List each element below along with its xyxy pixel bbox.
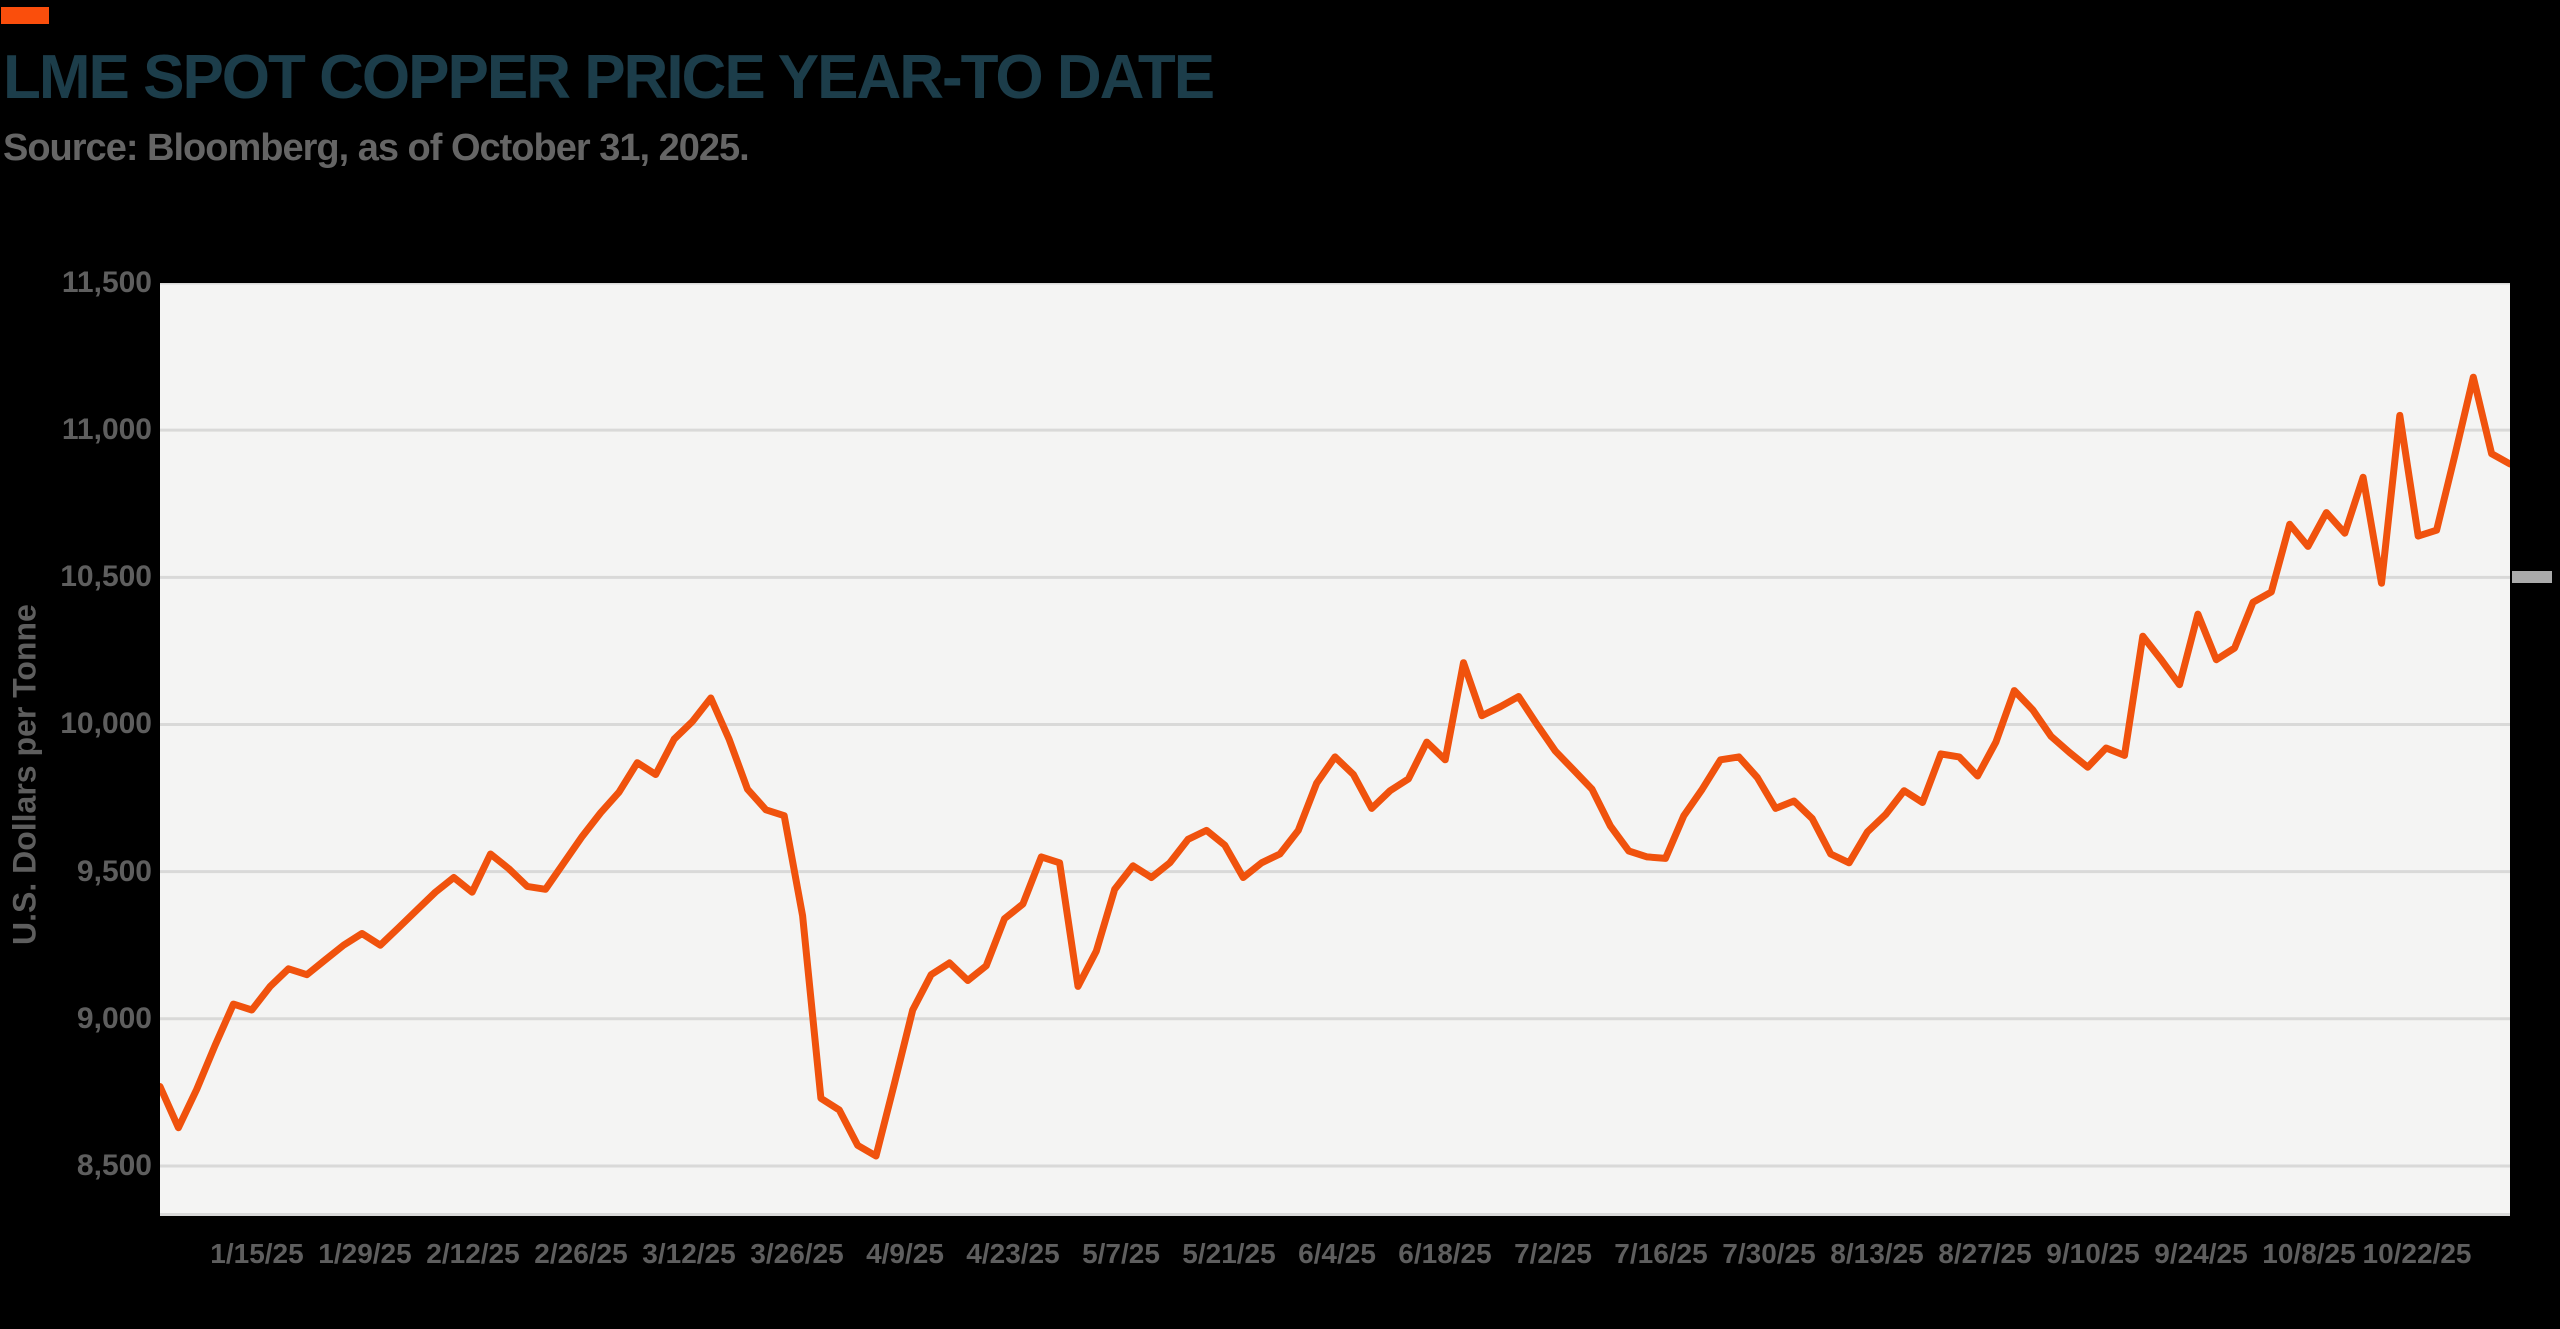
x-tick-label: 10/8/25 — [2262, 1238, 2356, 1269]
x-tick-label: 2/12/25 — [426, 1238, 520, 1269]
plot-background — [160, 283, 2510, 1216]
y-tick-label: 11,000 — [61, 413, 152, 447]
x-tick-label: 6/4/25 — [1298, 1238, 1376, 1269]
x-tick-label: 2/26/25 — [534, 1238, 628, 1269]
y-axis-title: U.S. Dollars per Tonne — [6, 604, 43, 945]
y-tick-label: 9,000 — [76, 1001, 152, 1035]
x-tick-label: 4/9/25 — [866, 1238, 944, 1269]
copper-price-line — [160, 373, 2510, 1160]
x-tick-label: 7/16/25 — [1614, 1238, 1708, 1269]
x-tick-label: 7/2/25 — [1514, 1238, 1592, 1269]
x-tick-label: 3/26/25 — [750, 1238, 844, 1269]
x-tick-label: 8/13/25 — [1830, 1238, 1924, 1269]
x-tick-label: 3/12/25 — [642, 1238, 736, 1269]
y-tick-label: 10,500 — [60, 560, 152, 594]
gridlines — [160, 283, 2510, 1216]
chart-plot-area — [160, 283, 2510, 1216]
y-tick-label: 8,500 — [76, 1148, 152, 1182]
x-tick-label: 8/27/25 — [1938, 1238, 2032, 1269]
copper-price-chart — [160, 283, 2510, 1216]
x-tick-label: 1/15/25 — [210, 1238, 304, 1269]
x-tick-label: 4/23/25 — [966, 1238, 1060, 1269]
page-title: LME SPOT COPPER PRICE YEAR-TO DATE — [3, 43, 1215, 112]
right-edge-tick — [2512, 571, 2552, 583]
x-tick-label: 1/29/25 — [318, 1238, 412, 1269]
x-tick-label: 5/7/25 — [1082, 1238, 1160, 1269]
y-tick-label: 11,500 — [61, 266, 152, 299]
x-tick-label: 7/30/25 — [1722, 1238, 1816, 1269]
y-tick-label: 9,500 — [76, 854, 152, 888]
x-tick-label: 9/10/25 — [2046, 1238, 2140, 1269]
y-tick-label: 10,000 — [60, 707, 152, 741]
page-subtitle: Source: Bloomberg, as of October 31, 202… — [3, 127, 750, 169]
x-tick-label: 9/24/25 — [2154, 1238, 2248, 1269]
x-tick-label: 5/21/25 — [1182, 1238, 1276, 1269]
brand-logo-mark-icon — [1, 7, 49, 24]
x-tick-label: 6/18/25 — [1398, 1238, 1492, 1269]
x-tick-label: 10/22/25 — [2362, 1238, 2472, 1269]
